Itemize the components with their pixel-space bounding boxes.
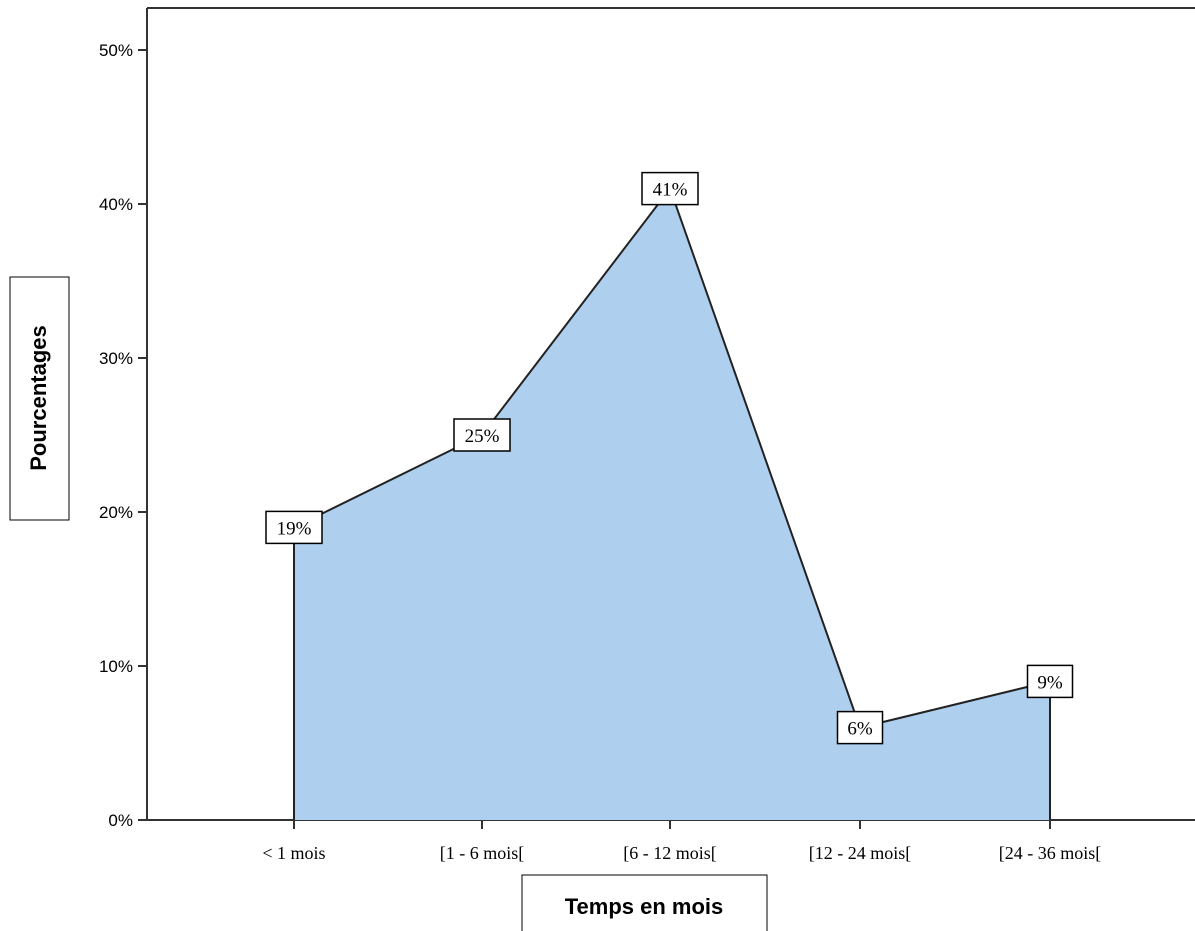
- data-label-text: 25%: [465, 426, 500, 447]
- data-label: 9%: [1026, 664, 1074, 699]
- y-axis-title: Pourcentages: [9, 276, 70, 521]
- area-fill: [294, 188, 1050, 821]
- data-label: 19%: [265, 510, 323, 545]
- x-axis-title-box: [521, 874, 768, 931]
- y-tick-label: 30%: [99, 349, 133, 368]
- y-axis-title-text: Pourcentages: [26, 325, 51, 471]
- data-label-box: [453, 418, 511, 452]
- data-labels: 19% 25% 41% 6% 9%: [265, 171, 1074, 745]
- data-label-box: [836, 710, 884, 745]
- x-axis-title: Temps en mois: [521, 874, 768, 931]
- data-label-text: 6%: [847, 719, 873, 740]
- y-tick-label: 50%: [99, 41, 133, 60]
- y-tick-label: 20%: [99, 503, 133, 522]
- data-label: 25%: [453, 418, 511, 452]
- data-label-box: [265, 510, 323, 545]
- x-ticks: < 1 mois [1 - 6 mois[ [6 - 12 mois[ [12 - 2…: [262, 820, 1101, 863]
- data-label-text: 41%: [653, 180, 688, 201]
- y-ticks: 0% 10% 20% 30% 40% 50%: [99, 41, 147, 830]
- y-axis-title-box: [9, 276, 70, 521]
- x-tick-label: [12 - 24 mois[: [809, 843, 912, 863]
- y-tick-label: 40%: [99, 195, 133, 214]
- data-label: 41%: [641, 171, 699, 206]
- data-label-box: [1026, 664, 1074, 699]
- y-tick-label: 10%: [99, 657, 133, 676]
- x-tick-label: [24 - 36 mois[: [999, 843, 1102, 863]
- x-tick-label: [1 - 6 mois[: [440, 843, 525, 863]
- x-axis-title-text: Temps en mois: [565, 894, 724, 919]
- y-tick-label: 0%: [108, 811, 133, 830]
- x-tick-label: [6 - 12 mois[: [623, 843, 717, 863]
- data-label-box: [641, 171, 699, 206]
- data-label: 6%: [836, 710, 884, 745]
- data-label-text: 9%: [1037, 672, 1063, 693]
- x-tick-label: < 1 mois: [262, 843, 325, 863]
- data-label-text: 19%: [277, 518, 312, 539]
- area-layer: [293, 186, 1051, 821]
